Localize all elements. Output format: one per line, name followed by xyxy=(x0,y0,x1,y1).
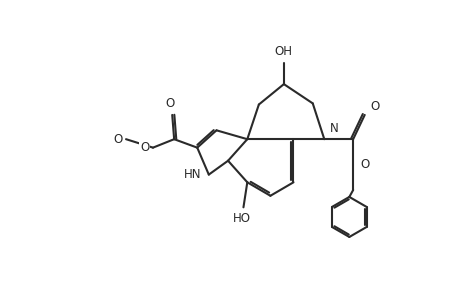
Text: N: N xyxy=(330,122,338,135)
Text: O: O xyxy=(140,141,149,154)
Text: O: O xyxy=(359,158,369,172)
Text: O: O xyxy=(369,100,379,113)
Text: OH: OH xyxy=(274,45,292,58)
Text: HN: HN xyxy=(184,168,201,181)
Text: HO: HO xyxy=(232,212,250,225)
Text: O: O xyxy=(113,133,122,146)
Text: O: O xyxy=(165,97,174,110)
